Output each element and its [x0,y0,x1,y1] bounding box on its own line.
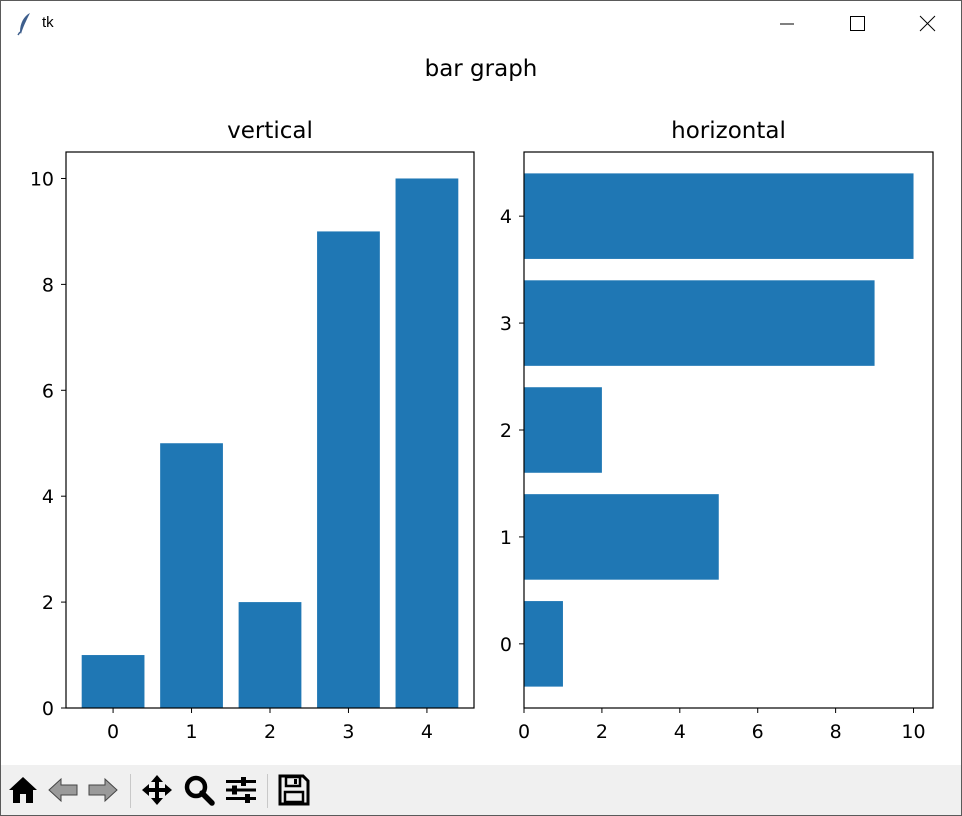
bar [524,173,914,259]
y-tick-label: 4 [42,486,54,508]
x-tick-label: 8 [830,721,842,743]
x-tick-label: 1 [185,721,197,743]
x-tick-label: 0 [107,721,119,743]
x-tick-label: 6 [752,721,764,743]
maximize-icon [850,16,865,31]
zoom-button[interactable] [182,773,216,807]
axes-frame [523,151,934,709]
zoom-magnifier-icon [184,775,215,806]
axes-title: vertical [227,118,313,144]
save-disk-icon [278,774,310,806]
figure-title: bar graph [424,56,538,82]
bar [238,602,302,708]
y-tick-label: 2 [42,592,54,614]
y-tick-label: 0 [42,698,54,720]
navigation-toolbar [1,765,961,815]
tk-feather-icon [17,13,30,36]
x-tick-label: 3 [342,721,354,743]
y-tick-label: 10 [30,168,54,190]
toolbar-separator [267,774,268,808]
bar [524,601,563,687]
toolbar-separator [130,774,131,808]
maximize-button[interactable] [823,1,891,45]
back-button[interactable] [46,773,80,807]
window-title: tk [42,14,54,31]
minimize-icon [780,23,794,25]
bar [524,280,875,366]
bar [524,387,602,473]
bar [395,178,459,708]
home-button[interactable] [6,773,40,807]
x-tick-label: 2 [596,721,608,743]
y-tick-label: 3 [500,313,512,335]
bar [160,443,223,708]
home-icon [9,777,37,803]
y-tick-label: 4 [500,206,512,228]
y-tick-label: 6 [42,380,54,402]
x-tick-label: 4 [674,721,686,743]
y-tick-label: 0 [500,634,512,656]
x-tick-label: 0 [518,721,530,743]
pan-button[interactable] [140,773,174,807]
x-tick-label: 2 [264,721,276,743]
y-tick-label: 1 [500,527,512,549]
x-tick-label: 4 [421,721,433,743]
title-bar[interactable]: tk [1,1,961,45]
bar [317,231,380,708]
back-arrow-icon [48,777,78,803]
configure-subplots-button[interactable] [224,773,258,807]
save-button[interactable] [277,773,311,807]
bar [81,655,145,708]
y-tick-label: 2 [500,420,512,442]
close-icon [919,15,936,32]
bar [524,494,719,580]
axes-frame [65,151,475,709]
forward-arrow-icon [88,777,118,803]
pan-move-icon [142,775,172,805]
axes-title: horizontal [671,118,786,144]
x-tick-label: 10 [901,721,925,743]
figure-canvas[interactable]: vertical 0 1 2 3 4 0 2 4 6 8 10 horizontal 0 1 2 3 4 0 2 4 6 8… [1,1,961,765]
minimize-button[interactable] [753,1,821,45]
forward-button[interactable] [86,773,120,807]
y-tick-label: 8 [42,274,54,296]
close-button[interactable] [893,1,961,45]
configure-subplots-icon [226,777,256,803]
